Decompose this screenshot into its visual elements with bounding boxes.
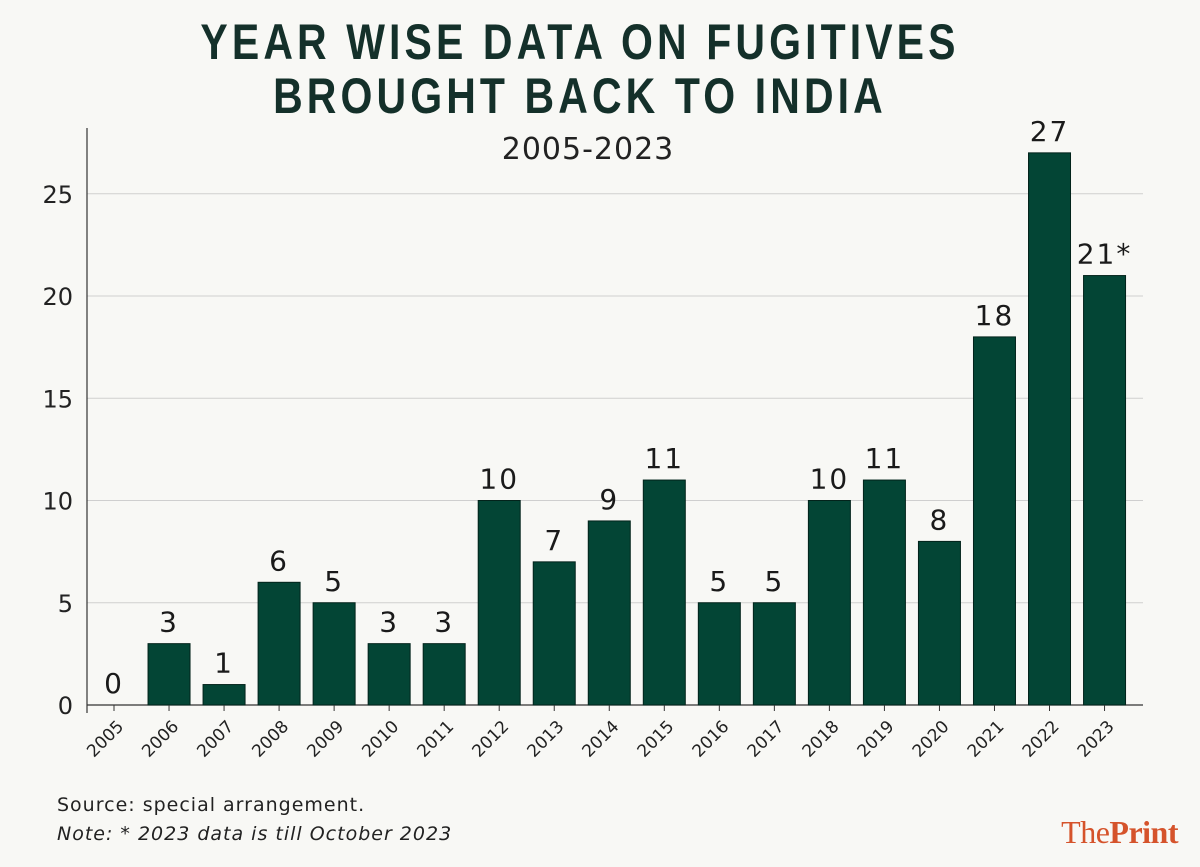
- logo-print: Print: [1109, 814, 1178, 850]
- x-tick-label-2006: 2006: [138, 717, 183, 762]
- y-tick-label-0: 0: [58, 692, 73, 720]
- chart-title-line-1: YEAR WISE DATA ON FUGITIVES: [200, 14, 960, 70]
- data-label-2011: 3: [434, 606, 454, 639]
- data-label-2007: 1: [214, 647, 234, 680]
- x-tick-label-2012: 2012: [468, 717, 513, 762]
- bar-2008: [257, 581, 301, 706]
- bar-2021: [972, 336, 1016, 706]
- x-tick-label-2008: 2008: [248, 717, 293, 762]
- bar-2018: [807, 500, 851, 706]
- data-label-2010: 3: [379, 606, 399, 639]
- x-tick-label-2016: 2016: [689, 717, 734, 762]
- x-tick-label-2009: 2009: [303, 717, 348, 762]
- data-label-2016: 5: [709, 565, 729, 598]
- x-tick-label-2011: 2011: [413, 717, 458, 762]
- chart-title-line-2: BROUGHT BACK TO INDIA: [273, 68, 887, 124]
- bar-2009: [312, 602, 356, 706]
- data-label-2019: 11: [865, 442, 905, 475]
- data-label-2014: 9: [599, 483, 619, 516]
- x-tick-label-2013: 2013: [524, 717, 569, 762]
- data-label-2005: 0: [104, 667, 124, 700]
- chart-subtitle: 2005-2023: [501, 132, 675, 167]
- bar-2014: [587, 520, 631, 706]
- x-tick-label-2023: 2023: [1074, 717, 1119, 762]
- x-tick-label-2015: 2015: [634, 717, 679, 762]
- bar-2011: [422, 643, 466, 706]
- x-tick-label-2014: 2014: [579, 717, 624, 762]
- x-tick-label-2021: 2021: [964, 717, 1009, 762]
- theprint-logo: ThePrint: [1061, 814, 1178, 851]
- x-tick-label-2017: 2017: [744, 717, 789, 762]
- x-tick-label-2020: 2020: [909, 717, 954, 762]
- data-label-2009: 5: [324, 565, 344, 598]
- x-tick-label-2005: 2005: [83, 717, 128, 762]
- bar-2022: [1028, 152, 1072, 706]
- data-label-2023: 21*: [1077, 238, 1133, 271]
- data-label-2018: 10: [810, 463, 850, 496]
- bar-2006: [147, 643, 191, 706]
- data-label-2012: 10: [479, 463, 519, 496]
- data-label-2015: 11: [644, 442, 684, 475]
- logo-the: The: [1061, 814, 1110, 850]
- y-tick-label-5: 5: [58, 590, 73, 618]
- x-tick-label-2018: 2018: [799, 717, 844, 762]
- y-tick-label-10: 10: [42, 488, 73, 516]
- data-label-2017: 5: [764, 565, 784, 598]
- bar-2020: [917, 540, 961, 706]
- bar-2015: [642, 479, 686, 706]
- data-label-2021: 18: [975, 299, 1015, 332]
- x-tick-label-2010: 2010: [358, 717, 403, 762]
- y-tick-label-20: 20: [42, 283, 73, 311]
- x-tick-label-2007: 2007: [193, 717, 238, 762]
- bar-2007: [202, 684, 246, 706]
- y-tick-label-25: 25: [42, 181, 73, 209]
- data-label-2006: 3: [159, 606, 179, 639]
- footnote: Note: * 2023 data is till October 2023: [57, 823, 453, 845]
- data-label-2013: 7: [544, 524, 564, 557]
- data-label-2008: 6: [269, 544, 289, 577]
- data-label-2020: 8: [930, 503, 950, 536]
- bar-2023: [1083, 275, 1127, 706]
- y-tick-label-15: 15: [42, 385, 73, 413]
- bar-2017: [752, 602, 796, 706]
- source-note: Source: special arrangement.: [57, 794, 366, 816]
- data-label-2022: 27: [1030, 115, 1070, 148]
- bar-2016: [697, 602, 741, 706]
- x-tick-label-2022: 2022: [1019, 717, 1064, 762]
- bar-2010: [367, 643, 411, 706]
- bar-2012: [477, 500, 521, 706]
- bar-2013: [532, 561, 576, 706]
- bar-2019: [862, 479, 906, 706]
- x-tick-label-2019: 2019: [854, 717, 899, 762]
